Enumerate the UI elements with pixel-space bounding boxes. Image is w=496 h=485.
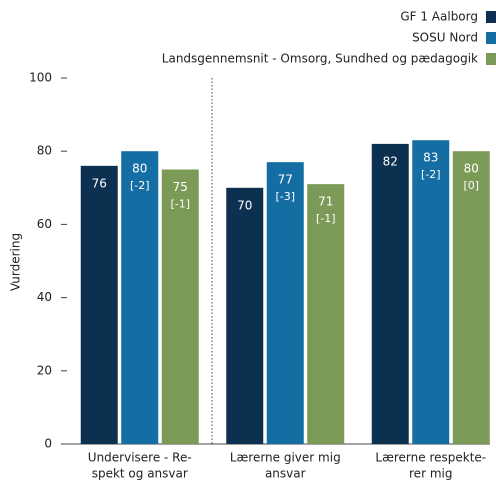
value-label: 80 <box>132 162 147 176</box>
y-tick-label: 0 <box>44 437 52 451</box>
x-tick-label: spekt og ansvar <box>92 467 188 481</box>
x-tick-label: Lærerne respekte- <box>375 451 486 465</box>
y-axis-label: Vurdering <box>9 233 23 291</box>
legend-label: GF 1 Aalborg <box>400 10 478 24</box>
value-label: 75 <box>173 180 188 194</box>
difference-label: [0] <box>463 179 479 192</box>
value-label: 82 <box>383 154 398 168</box>
difference-label: [-3] <box>275 190 295 203</box>
y-tick-label: 100 <box>29 71 52 85</box>
x-tick-label: rer mig <box>409 467 452 481</box>
y-tick-label: 60 <box>37 217 52 231</box>
bar <box>226 187 264 445</box>
y-tick-label: 40 <box>37 290 52 304</box>
value-label: 70 <box>237 198 252 212</box>
legend-label: Landsgennemsnit - Omsorg, Sundhed og pæd… <box>162 52 478 66</box>
bar <box>121 151 159 444</box>
value-label: 83 <box>423 151 438 165</box>
value-label: 76 <box>92 176 107 190</box>
y-tick-label: 20 <box>37 363 52 377</box>
y-tick-label: 80 <box>37 144 52 158</box>
difference-label: [-1] <box>170 198 190 211</box>
x-tick-label: Undervisere - Re- <box>88 451 192 465</box>
difference-label: [-2] <box>130 179 150 192</box>
bar <box>307 184 345 444</box>
bar <box>161 169 199 444</box>
x-tick-label: ansvar <box>265 467 306 481</box>
value-label: 77 <box>278 173 293 187</box>
difference-label: [-2] <box>421 168 441 181</box>
legend-swatch <box>486 11 496 23</box>
bar <box>266 162 304 444</box>
legend-label: SOSU Nord <box>412 31 478 45</box>
bar <box>371 143 409 444</box>
legend-swatch <box>486 53 496 65</box>
legend-swatch <box>486 32 496 44</box>
bar <box>452 151 490 444</box>
value-label: 71 <box>318 195 333 209</box>
bar <box>80 165 118 444</box>
bar <box>412 140 450 444</box>
difference-label: [-1] <box>316 212 336 225</box>
x-tick-label: Lærerne giver mig <box>230 451 341 465</box>
value-label: 80 <box>464 162 479 176</box>
